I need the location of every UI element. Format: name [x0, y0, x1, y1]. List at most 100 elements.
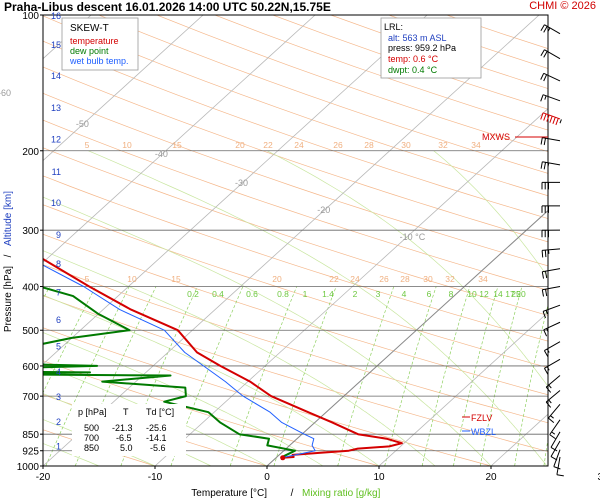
wind-barb-feather	[549, 115, 553, 123]
theta-label: 34	[471, 140, 481, 150]
mixing-ratio-label: 0.8	[277, 289, 289, 299]
mixing-ratio-label: 17	[505, 289, 515, 299]
theta-label: 15	[172, 140, 182, 150]
theta-label: 32	[438, 140, 448, 150]
mixing-ratio-label: 25	[511, 289, 521, 299]
wind-barb-feather	[541, 250, 544, 258]
wind-barb-staff	[542, 161, 561, 166]
theta-label: 30	[423, 274, 433, 284]
wind-barb-staff	[550, 440, 561, 457]
wind-barb-feather	[545, 310, 548, 315]
wind-barb-feather	[540, 161, 543, 169]
wind-barb-feather	[548, 384, 552, 389]
isotherm-line	[43, 15, 428, 365]
mixing-ratio-label: 1.4	[322, 289, 334, 299]
temp-tick-label: 0	[264, 472, 270, 483]
altitude-tick-label: 12	[51, 135, 61, 145]
theta-label: 34	[478, 274, 488, 284]
wind-barb-feather	[555, 118, 559, 126]
temp-tick-label: -20	[36, 472, 51, 483]
moist-adiabat	[43, 250, 436, 466]
wind-barb-feather	[542, 311, 546, 319]
wind-barb-feather	[545, 401, 552, 408]
wind-barb-feather	[540, 73, 545, 80]
table-header-td: Td [°C]	[146, 407, 174, 417]
wind-barb-staff	[542, 112, 561, 120]
wind-barb-feather	[545, 271, 548, 279]
isotherm-label: -40	[155, 149, 168, 159]
altitude-tick-label: 14	[51, 71, 61, 81]
wind-barb-staff	[543, 321, 561, 331]
wind-barb-staff	[550, 431, 561, 448]
mixing-ratio-label: 3	[376, 289, 381, 299]
theta-label: 32	[445, 274, 455, 284]
mxws-label: MXWS	[482, 132, 510, 142]
mixing-ratio-label: 0.6	[246, 289, 258, 299]
wind-barb-staff	[543, 72, 561, 82]
plot-frame	[42, 14, 549, 467]
pressure-tick-label: 100	[22, 11, 39, 22]
level-table: p [hPa] T Td [°C] 500 -21.3 -25.6 700 -6…	[72, 404, 186, 456]
wind-barb-feather	[549, 434, 556, 440]
theta-label: 30	[401, 140, 411, 150]
level-markers: MXWS FZLV WBZL	[462, 132, 548, 437]
wind-barb-staff	[548, 404, 561, 419]
lrl-dwpt: dwpt: 0.4 °C	[388, 65, 438, 75]
dry-adiabat	[43, 233, 548, 396]
altitude-tick-label: 3	[56, 392, 61, 402]
chart-title: Praha-Libus descent 16.01.2026 14:00 UTC…	[4, 0, 331, 14]
y-axis-label-2: Altitude [km]	[3, 191, 14, 246]
pressure-tick-label: 1000	[17, 462, 40, 473]
legend-wet-bulb: wet bulb temp.	[69, 56, 129, 66]
theta-label: 28	[400, 274, 410, 284]
pressure-tick-label: 850	[22, 430, 39, 441]
wind-barb-feather	[545, 386, 552, 393]
theta-label: 22	[329, 274, 339, 284]
theta-label: 24	[294, 140, 304, 150]
table-cell: 850	[84, 443, 99, 453]
wind-barb-staff	[542, 94, 561, 102]
lrl-press: press: 959.2 hPa	[388, 43, 456, 53]
dry-adiabat	[43, 295, 548, 452]
wind-barb-staff	[544, 358, 561, 369]
altitude-tick-label: 11	[52, 167, 61, 177]
wind-barb-staff	[549, 419, 561, 435]
isotherm-label: -50	[76, 119, 89, 129]
isotherm-label: -20	[317, 205, 330, 215]
table-header-p: p [hPa]	[78, 407, 107, 417]
wbzl-label: WBZL	[471, 427, 496, 437]
wind-barb-feather	[540, 24, 545, 31]
wind-barb-feather	[540, 49, 545, 57]
temp-tick-label: -10	[148, 472, 163, 483]
isotherm-label: -60	[0, 88, 11, 98]
dry-adiabat	[43, 92, 548, 267]
grid-layer	[43, 15, 548, 466]
lrl-marker	[280, 455, 286, 461]
isotherm-line	[154, 108, 548, 466]
mixing-ratio-line	[453, 286, 499, 466]
altitude-tick-label: 7	[56, 287, 61, 297]
wind-barb-feather	[552, 117, 556, 124]
mixing-ratio-line	[273, 286, 337, 466]
isotherm-line	[43, 15, 540, 466]
wind-barb-feather	[545, 289, 548, 297]
wind-barb-staff	[544, 24, 561, 35]
lrl-box: LRL: alt: 563 m ASL press: 959.2 hPa tem…	[380, 17, 482, 79]
dry-adiabat	[156, 15, 548, 152]
wind-barb-staff	[544, 49, 561, 60]
isotherm-line	[43, 15, 204, 162]
y-axis-separator: /	[3, 254, 14, 257]
table-cell: -14.1	[146, 433, 167, 443]
temp-tick-label: 20	[485, 472, 497, 483]
temperature-line	[43, 257, 403, 459]
mixing-ratio-label: 2	[353, 289, 358, 299]
wind-barb-staff	[542, 248, 561, 251]
mixing-ratio-label: 10	[467, 289, 477, 299]
wind-barb-feather	[548, 417, 555, 423]
chart-header: Praha-Libus descent 16.01.2026 14:00 UTC…	[0, 0, 600, 14]
mixing-ratio-line	[543, 436, 548, 466]
wind-barb-feather	[548, 399, 552, 404]
table-cell: -6.5	[116, 433, 132, 443]
wetbulb-line	[43, 264, 316, 459]
